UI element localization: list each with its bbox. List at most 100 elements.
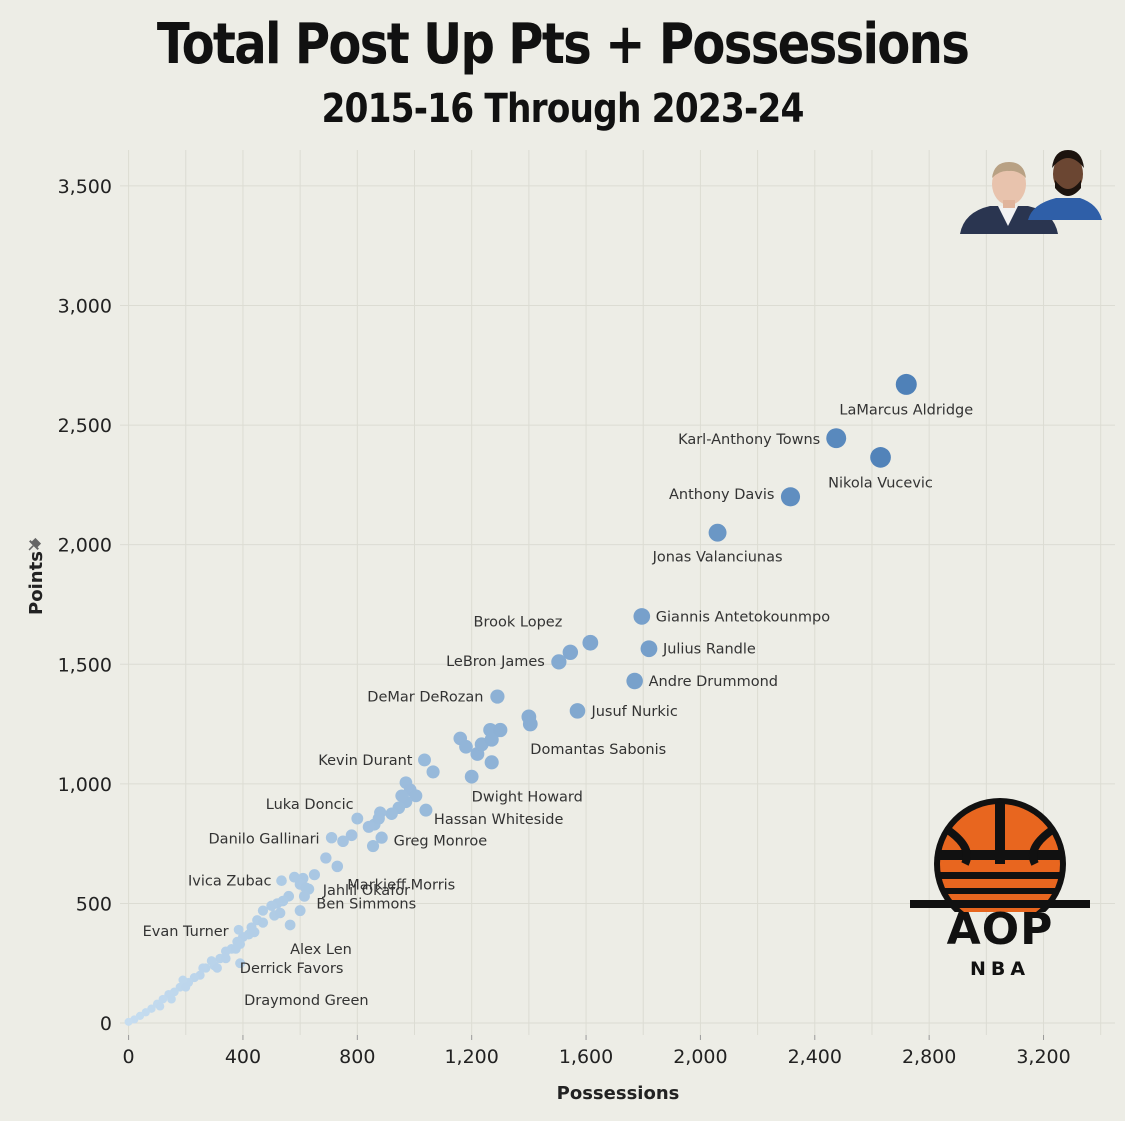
- player-headshot-2-icon: [1028, 150, 1102, 220]
- data-point[interactable]: [206, 956, 217, 966]
- player-photos: [960, 148, 1102, 234]
- data-point-labeled[interactable]: [522, 716, 538, 732]
- data-point[interactable]: [493, 722, 508, 738]
- data-point[interactable]: [266, 900, 277, 912]
- data-point-labeled[interactable]: [640, 640, 658, 658]
- data-point[interactable]: [426, 765, 440, 779]
- data-point-labeled[interactable]: [551, 654, 567, 670]
- data-point-labeled[interactable]: [284, 919, 296, 931]
- tick-labels: 0 500 1,000 1,500 2,000 2,500 3,000 3,500 0 400 80…: [58, 176, 1071, 1068]
- point-label: Giannis Antetokounmpo: [656, 609, 830, 625]
- data-point-labeled[interactable]: [464, 769, 479, 784]
- point-label: Kevin Durant: [318, 753, 413, 769]
- aop-nba-logo: AOP NBA: [905, 792, 1095, 992]
- y-axis-title: Points: [26, 551, 47, 615]
- data-point[interactable]: [220, 953, 231, 964]
- player-headshot-1-icon: [960, 162, 1058, 234]
- data-point[interactable]: [249, 927, 260, 938]
- data-point-labeled[interactable]: [325, 831, 338, 844]
- data-point[interactable]: [124, 1017, 133, 1026]
- data-point[interactable]: [212, 963, 222, 973]
- data-point-labeled[interactable]: [490, 689, 505, 704]
- y-tick-label: 0: [100, 1013, 112, 1035]
- data-point-labeled[interactable]: [582, 634, 599, 651]
- data-point-labeled[interactable]: [870, 447, 891, 468]
- data-point-labeled[interactable]: [298, 890, 310, 902]
- data-point-labeled[interactable]: [331, 860, 344, 873]
- point-label: Jonas Valanciunas: [652, 550, 783, 566]
- data-point-labeled[interactable]: [235, 958, 246, 969]
- point-label: DeMar DeRozan: [367, 690, 483, 706]
- data-point[interactable]: [351, 812, 364, 825]
- data-point-labeled[interactable]: [569, 703, 586, 719]
- x-tick-label: 400: [225, 1046, 261, 1068]
- data-point[interactable]: [345, 829, 358, 842]
- data-point-labeled[interactable]: [276, 875, 287, 887]
- point-label: Danilo Gallinari: [209, 832, 320, 848]
- data-point[interactable]: [366, 839, 380, 853]
- data-point-labeled[interactable]: [233, 924, 244, 935]
- data-point[interactable]: [320, 852, 332, 864]
- pin-icon[interactable]: [25, 537, 43, 555]
- data-point[interactable]: [385, 807, 398, 820]
- y-tick-label: 3,500: [58, 176, 112, 198]
- data-point[interactable]: [308, 869, 320, 881]
- chart-subtitle: 2015-16 Through 2023-24: [321, 86, 804, 132]
- data-point-labeled[interactable]: [780, 487, 801, 507]
- point-label: Nikola Vucevic: [828, 475, 933, 491]
- basketball-icon: [910, 798, 1090, 930]
- data-point[interactable]: [274, 907, 286, 919]
- data-point[interactable]: [178, 975, 188, 985]
- x-tick-label: 1,200: [444, 1046, 498, 1068]
- data-point-labeled[interactable]: [708, 523, 727, 542]
- y-tick-label: 2,500: [58, 415, 112, 437]
- data-point[interactable]: [158, 994, 168, 1004]
- data-point[interactable]: [459, 739, 473, 754]
- x-tick-label: 0: [123, 1046, 135, 1068]
- point-label: Ivica Zubac: [188, 874, 272, 890]
- data-point[interactable]: [257, 905, 269, 916]
- point-label: LeBron James: [446, 654, 545, 670]
- data-point[interactable]: [409, 789, 423, 803]
- point-label: Greg Monroe: [394, 834, 488, 850]
- data-point-labeled[interactable]: [395, 789, 408, 803]
- x-axis-title: Possessions: [557, 1083, 680, 1104]
- point-label: Alex Len: [290, 942, 352, 958]
- data-point-labeled[interactable]: [895, 373, 917, 395]
- data-point[interactable]: [257, 917, 269, 928]
- data-point[interactable]: [155, 1002, 165, 1011]
- logo-subtext: NBA: [969, 958, 1031, 980]
- data-point[interactable]: [294, 905, 306, 917]
- x-tick-label: 2,000: [673, 1046, 727, 1068]
- data-point-labeled[interactable]: [626, 672, 643, 690]
- data-point-labeled[interactable]: [375, 831, 388, 844]
- point-label: Brook Lopez: [474, 615, 563, 631]
- y-tick-label: 1,000: [58, 774, 112, 796]
- x-tick-label: 2,800: [902, 1046, 956, 1068]
- point-label: Markieff Morris: [347, 877, 455, 893]
- point-label: Luka Doncic: [266, 797, 354, 813]
- data-point[interactable]: [181, 982, 191, 992]
- data-point[interactable]: [337, 835, 349, 848]
- data-point-labeled[interactable]: [230, 943, 241, 954]
- point-label: Andre Drummond: [649, 674, 778, 690]
- data-point[interactable]: [562, 644, 579, 661]
- point-label: Julius Randle: [662, 642, 756, 658]
- x-tick-label: 800: [339, 1046, 375, 1068]
- data-points: [124, 373, 917, 1026]
- data-point[interactable]: [167, 994, 176, 1004]
- data-point-labeled[interactable]: [419, 803, 433, 817]
- logo-text: AOP: [946, 904, 1054, 955]
- data-point[interactable]: [372, 812, 385, 825]
- data-point[interactable]: [484, 755, 499, 770]
- data-point[interactable]: [198, 963, 208, 973]
- data-point[interactable]: [362, 820, 375, 833]
- point-label: Draymond Green: [244, 993, 369, 1009]
- data-point[interactable]: [220, 946, 231, 957]
- data-point-labeled[interactable]: [418, 753, 431, 767]
- data-point-labeled[interactable]: [633, 608, 651, 625]
- point-label: Hassan Whiteside: [434, 812, 564, 828]
- y-tick-label: 2,000: [58, 535, 112, 557]
- data-point-labeled[interactable]: [826, 428, 847, 449]
- data-point[interactable]: [483, 722, 498, 738]
